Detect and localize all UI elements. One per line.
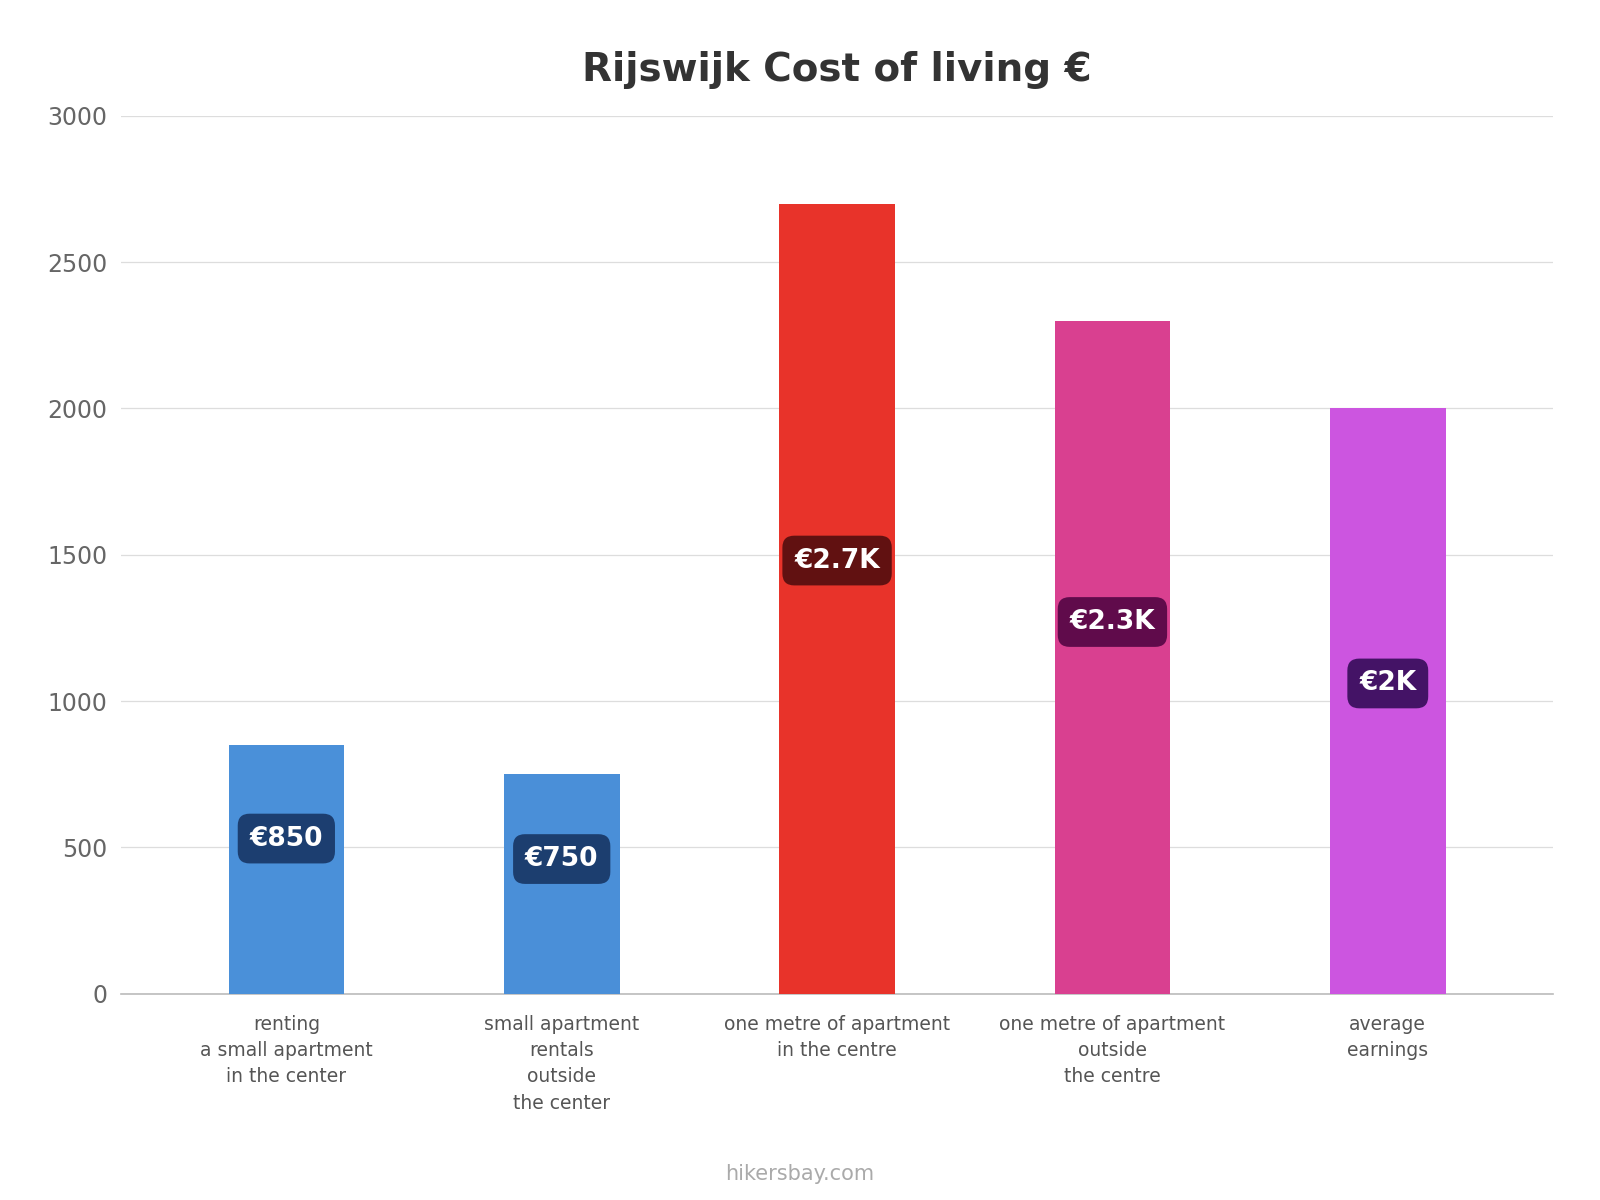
Bar [1054,320,1170,994]
Text: €850: €850 [250,826,323,852]
Text: €2K: €2K [1360,671,1416,696]
Title: Rijswijk Cost of living €: Rijswijk Cost of living € [582,50,1091,89]
Text: hikersbay.com: hikersbay.com [725,1164,875,1183]
Bar [779,204,894,994]
Text: €750: €750 [525,846,598,872]
Bar [229,745,344,994]
Bar [504,774,619,994]
Text: €2.7K: €2.7K [794,547,880,574]
Bar [1330,408,1446,994]
Text: €2.3K: €2.3K [1070,610,1155,635]
